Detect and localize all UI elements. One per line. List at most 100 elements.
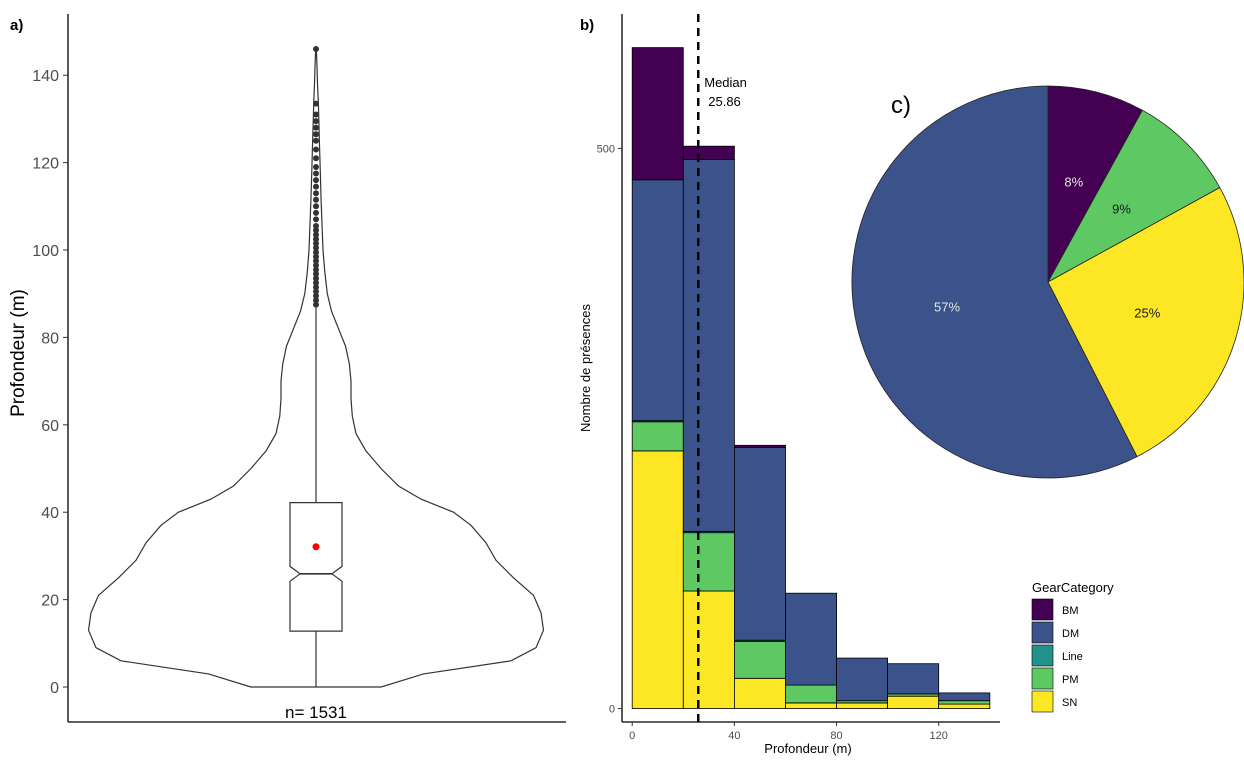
- pie-label-pm: 9%: [1112, 202, 1131, 217]
- legend-key-sn: [1031, 690, 1054, 713]
- outlier-point: [313, 209, 319, 216]
- outlier-point: [313, 100, 319, 107]
- bar-sn: [785, 702, 837, 709]
- outlier-point: [313, 46, 319, 52]
- outlier-point: [313, 279, 319, 286]
- pie-panel: 8% 9% 25% 57%: [851, 85, 1244, 479]
- legend-label-sn: SN: [1062, 697, 1077, 709]
- bar-sn: [938, 703, 991, 709]
- bar-dm: [631, 179, 684, 422]
- y-tick-label: 100: [32, 243, 59, 260]
- outlier-point: [313, 216, 319, 223]
- outlier-point: [313, 249, 319, 256]
- bar-pm: [785, 684, 837, 704]
- legend-key-line: [1031, 644, 1054, 667]
- outlier-point: [313, 301, 319, 308]
- y-tick-label: 60: [41, 418, 59, 435]
- pie-label-dm: 57%: [934, 299, 960, 314]
- y-tick-label: 80: [41, 330, 59, 347]
- bar-dm: [938, 692, 991, 702]
- bar-pm: [631, 421, 684, 452]
- panel-label-c: c): [891, 92, 911, 119]
- outlier-point: [313, 244, 319, 251]
- x-tick-label: 120: [930, 730, 948, 742]
- bar-dm: [836, 657, 888, 702]
- notched-box: [289, 502, 343, 632]
- pie-slice-dm: [851, 85, 1138, 479]
- outlier-point: [313, 271, 319, 277]
- outlier-point: [313, 111, 319, 118]
- outlier-point: [313, 231, 319, 238]
- outlier-point: [313, 266, 319, 273]
- pie-labels: 8% 9% 25% 57%: [934, 174, 1161, 320]
- median-value-label: 25.86: [708, 94, 741, 109]
- bar-dm: [682, 159, 735, 532]
- pie-slice-bm: [1047, 85, 1143, 283]
- bar-pm: [682, 532, 735, 592]
- panel-label-b: b): [580, 17, 594, 34]
- bar-dm: [887, 663, 940, 695]
- outlier-point: [313, 196, 319, 203]
- x-tick-label: 80: [830, 730, 842, 742]
- bar-dm: [785, 592, 837, 686]
- legend-label-dm: DM: [1062, 628, 1079, 640]
- histogram-x-axis-title: Profondeur (m): [764, 741, 851, 756]
- legend-items: BM DM Line PM SN: [1031, 598, 1083, 713]
- pie-slices: [851, 85, 1244, 479]
- outlier-point: [313, 257, 319, 264]
- sample-size-label: n= 1531: [285, 703, 347, 722]
- legend-label-pm: PM: [1062, 674, 1079, 686]
- mean-point: [312, 543, 320, 551]
- violin-axes: 0 20 40 60 80 100 120 140: [32, 14, 566, 723]
- outlier-point: [313, 240, 319, 247]
- histogram-panel: 0 500 0 40 80 120 Median 25.86 Nombre de prés…: [578, 14, 1000, 756]
- outlier-point: [313, 236, 319, 243]
- outlier-point: [313, 170, 319, 177]
- outlier-point: [313, 288, 319, 295]
- bar-sn: [631, 450, 684, 710]
- bar-dm: [734, 447, 786, 641]
- violin-y-axis-title: Profondeur (m): [8, 289, 29, 417]
- pie-slice-pm: [1046, 109, 1221, 284]
- outlier-point: [313, 177, 319, 184]
- outlier-point: [313, 183, 319, 190]
- outlier-point: [313, 155, 319, 162]
- outliers-layer: [313, 46, 319, 308]
- bar-sn: [682, 590, 735, 709]
- outlier-point: [313, 292, 319, 299]
- panel-label-a: a): [10, 17, 23, 34]
- boxplot-layer: [289, 306, 343, 688]
- bar-sn: [734, 677, 786, 709]
- legend: GearCategory BM DM Line PM SN: [1031, 580, 1114, 713]
- x-tick-label: 0: [629, 730, 635, 742]
- bar-pm: [734, 640, 786, 679]
- outlier-point: [313, 137, 319, 144]
- outlier-point: [313, 164, 319, 170]
- bar-sn: [836, 702, 888, 709]
- pie-slice-sn: [1047, 187, 1244, 458]
- y-tick-label: 0: [609, 704, 615, 716]
- bar-bm: [682, 145, 735, 160]
- legend-label-line: Line: [1062, 651, 1083, 663]
- outlier-point: [313, 262, 319, 269]
- histogram-axes: 0 500 0 40 80 120: [597, 14, 1000, 742]
- outlier-point: [313, 297, 319, 304]
- outlier-point: [313, 131, 319, 138]
- outlier-point: [313, 146, 319, 153]
- legend-key-pm: [1031, 667, 1054, 690]
- bar-pm: [938, 700, 991, 705]
- violin-panel: 0 20 40 60 80 100 120 140 Profondeur (m) n= 153…: [8, 14, 566, 723]
- outlier-point: [313, 223, 319, 229]
- median-label: Median: [704, 75, 747, 90]
- outlier-point: [313, 275, 319, 282]
- bar-bm: [734, 444, 786, 448]
- outlier-point: [313, 124, 319, 131]
- bar-sn: [887, 695, 940, 709]
- histogram-bars: [631, 47, 991, 710]
- pie-label-bm: 8%: [1064, 174, 1083, 189]
- histogram-y-axis-title: Nombre de présences: [578, 304, 593, 432]
- y-tick-label: 0: [50, 680, 59, 697]
- outlier-point: [313, 118, 319, 125]
- legend-key-dm: [1031, 621, 1054, 644]
